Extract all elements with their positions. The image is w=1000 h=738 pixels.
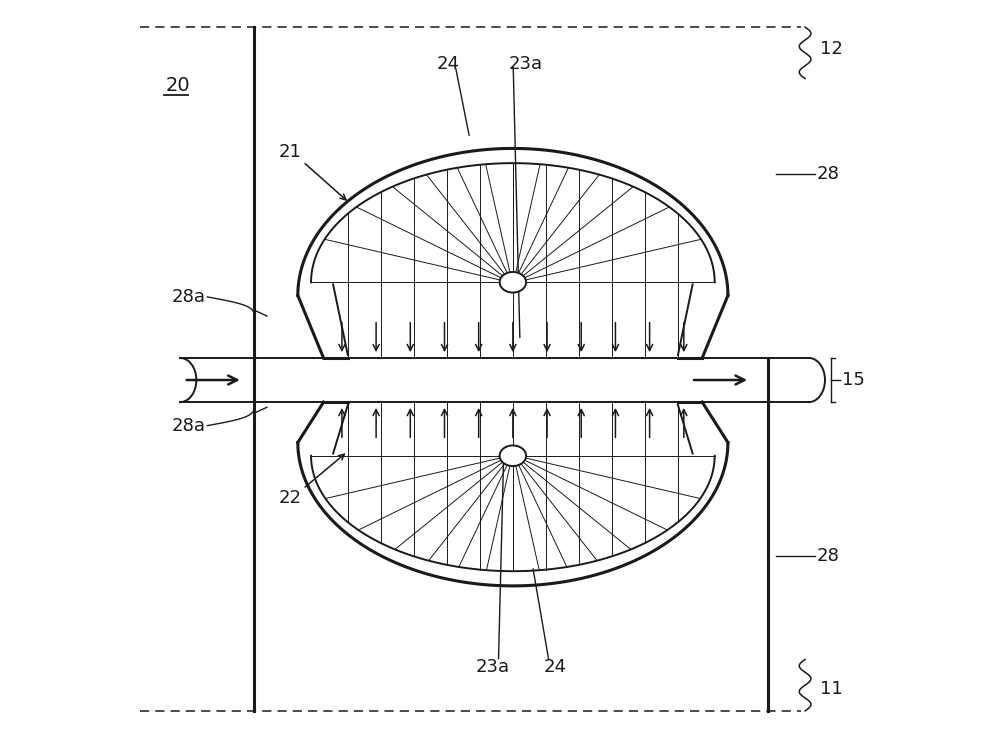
Text: 28a: 28a [172,417,206,435]
Text: 15: 15 [842,371,865,389]
Text: 23a: 23a [476,658,510,676]
Ellipse shape [500,272,526,292]
Text: 28: 28 [816,165,839,183]
Text: 21: 21 [279,143,302,161]
Text: 24: 24 [544,658,567,676]
Text: 20: 20 [165,77,190,95]
Text: 22: 22 [279,489,302,507]
Text: 24: 24 [437,55,460,73]
Text: 12: 12 [820,40,843,58]
Ellipse shape [500,446,526,466]
Text: 28a: 28a [172,288,206,306]
Text: 23a: 23a [509,55,543,73]
Text: 11: 11 [820,680,843,698]
Text: 28: 28 [816,548,839,565]
